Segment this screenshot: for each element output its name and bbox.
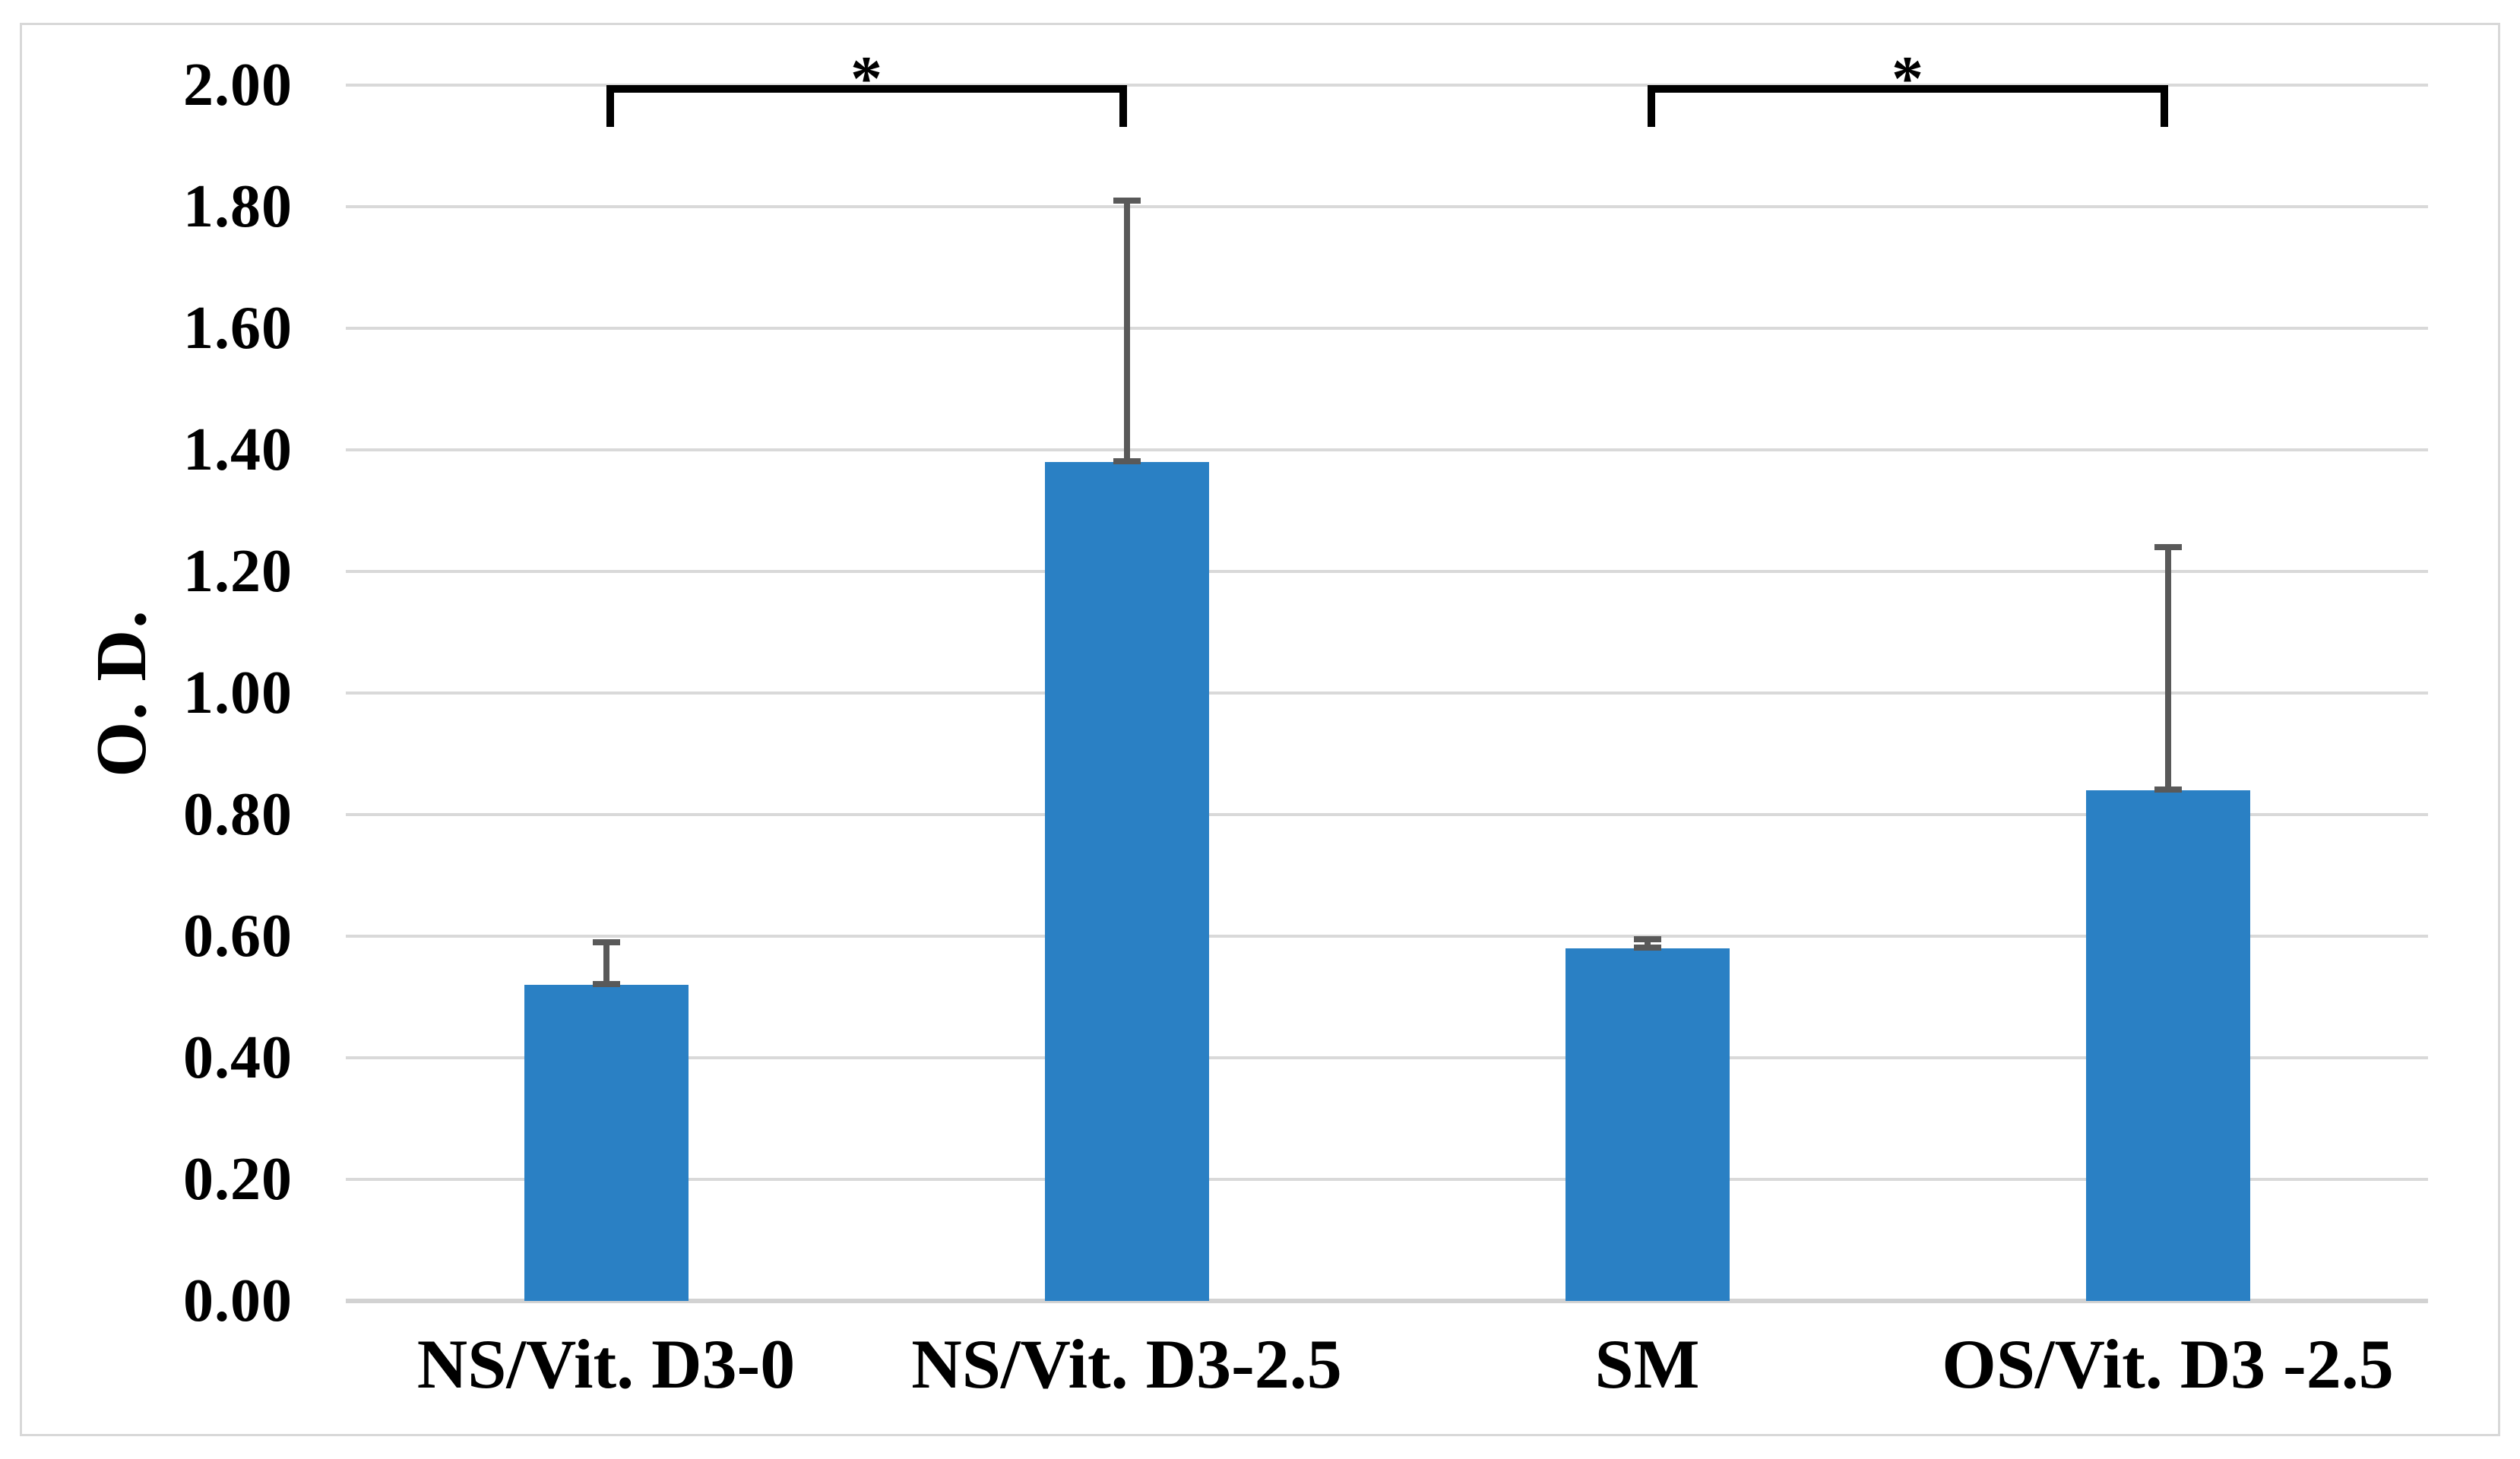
error-bar-top-cap [1113, 198, 1141, 204]
error-bar-top-cap [1633, 936, 1661, 942]
gridline [346, 327, 2428, 330]
gridline [346, 570, 2428, 573]
y-tick-label: 1.00 [183, 660, 293, 726]
gridline [346, 448, 2428, 451]
significance-bracket-left-drop [1647, 85, 1655, 127]
error-bar-bottom-cap [592, 981, 620, 987]
figure-border-frame [20, 23, 2500, 1436]
error-bar-bottom-cap [1113, 458, 1141, 464]
bar-os-vit-d3-2-5 [2085, 790, 2250, 1301]
y-tick-label: 0.80 [183, 781, 293, 848]
error-bar-top-cap [592, 939, 620, 945]
bar-sm [1565, 948, 1730, 1301]
gridline [346, 692, 2428, 695]
error-bar-ns-vit-d3-0 [603, 942, 609, 985]
y-tick-label: 0.00 [183, 1268, 293, 1334]
gridline [346, 84, 2428, 87]
significance-bracket-left-drop [606, 85, 614, 127]
x-axis-label-ns-vit-d3-0: NS/Vit. D3-0 [416, 1325, 796, 1403]
significance-asterisk: * [1892, 43, 1923, 114]
bar-ns-vit-d3-0 [524, 985, 689, 1301]
significance-bracket-bar [606, 85, 1127, 93]
error-bar-top-cap [2154, 544, 2182, 550]
x-axis-label-sm: SM [1594, 1325, 1700, 1403]
y-tick-label: 1.60 [183, 295, 293, 362]
error-bar-bottom-cap [1633, 945, 1661, 951]
x-axis-label-ns-vit-d3-2-5: NS/Vit. D3-2.5 [911, 1325, 1342, 1403]
gridline [346, 205, 2428, 208]
error-bar-os-vit-d3-2-5 [2164, 547, 2171, 790]
gridline [346, 935, 2428, 938]
x-axis-label-os-vit-d3-2-5: OS/Vit. D3 -2.5 [1942, 1325, 2394, 1403]
gridline [346, 813, 2428, 816]
y-tick-label: 1.40 [183, 416, 293, 483]
y-tick-label: 1.80 [183, 173, 293, 240]
significance-bracket-right-drop [2160, 85, 2168, 127]
y-tick-label: 0.20 [183, 1146, 293, 1213]
significance-bracket-right-drop [1119, 85, 1127, 127]
bar-ns-vit-d3-2-5 [1044, 462, 1209, 1301]
y-tick-label: 0.60 [183, 903, 293, 970]
significance-bracket-bar [1647, 85, 2168, 93]
error-bar-bottom-cap [2154, 786, 2182, 793]
x-axis-line [346, 1299, 2428, 1303]
error-bar-sm [1644, 939, 1651, 948]
y-tick-label: 0.40 [183, 1024, 293, 1091]
y-tick-label: 2.00 [183, 52, 293, 119]
error-bar-ns-vit-d3-2-5 [1123, 201, 1130, 462]
y-tick-label: 1.20 [183, 538, 293, 605]
significance-asterisk: * [850, 43, 882, 114]
gridline [346, 1178, 2428, 1181]
gridline [346, 1056, 2428, 1059]
